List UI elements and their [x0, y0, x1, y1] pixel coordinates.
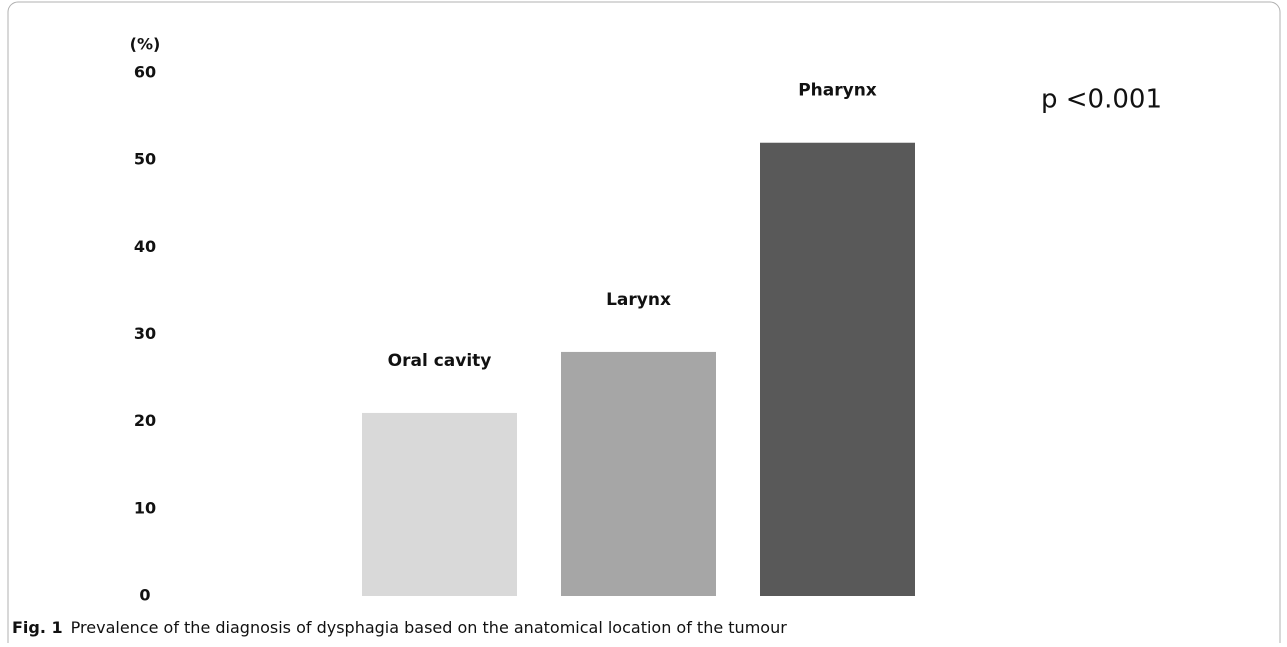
bar: [561, 351, 716, 596]
caption: Fig. 1 Prevalence of the diagnosis of dys…: [12, 618, 787, 637]
y-tick-label: 20: [134, 411, 156, 430]
category-label: Larynx: [606, 290, 671, 310]
y-tick-label: 10: [134, 498, 156, 517]
y-tick-label: 30: [134, 324, 156, 343]
y-tick-label: 50: [134, 150, 156, 169]
y-tick-label: 40: [134, 237, 156, 256]
figure-border: [7, 1, 1281, 647]
bar: [362, 412, 517, 596]
caption-text: Prevalence of the diagnosis of dysphagia…: [71, 618, 788, 637]
caption-label: Fig. 1: [12, 618, 63, 637]
y-tick-label: 0: [139, 586, 150, 605]
y-axis-label: (%): [130, 35, 161, 54]
annotation: p <0.001: [1041, 85, 1162, 115]
category-label: Oral cavity: [388, 351, 492, 371]
category-label: Pharynx: [798, 81, 877, 101]
bar: [760, 142, 915, 596]
y-tick-label: 60: [134, 63, 156, 82]
